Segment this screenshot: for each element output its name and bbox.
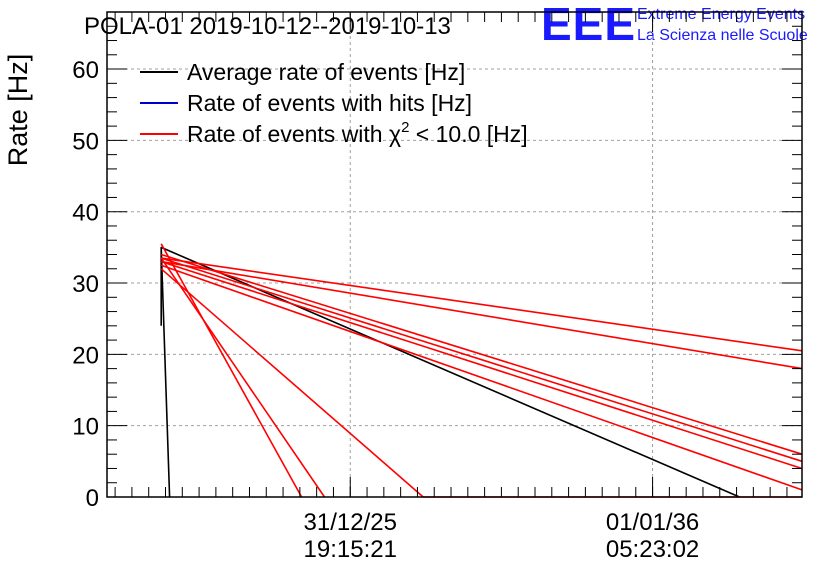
series-chi2-line-3: [160, 257, 803, 463]
y-tick-label: 40: [72, 200, 99, 227]
y-axis: 0 10 20 30 40 50 60: [72, 11, 802, 512]
legend-chi2-post: < 10.0 [Hz]: [409, 121, 527, 147]
series-chi2-line-8: [160, 268, 424, 498]
legend-label-hits: Rate of events with hits [Hz]: [187, 90, 472, 116]
y-tick-label: 0: [86, 485, 99, 512]
series-chi2-line-6: [160, 243, 303, 498]
logo-line-2: La Scienza nelle Scuole: [637, 27, 808, 44]
legend-label-average: Average rate of events [Hz]: [187, 59, 465, 85]
y-tick-label: 20: [72, 342, 99, 369]
y-tick-label: 60: [72, 57, 99, 84]
logo-eee-letters: EEE: [541, 0, 636, 50]
legend: Average rate of events [Hz] Rate of even…: [140, 59, 528, 147]
series-chi2-line-2: [160, 253, 803, 455]
x-tick-label-time: 05:23:02: [606, 536, 699, 563]
eee-logo: EEE Extreme Energy Events La Scienza nel…: [541, 0, 808, 50]
x-tick-label-date: 31/12/25: [304, 509, 397, 536]
series-chi2-line-7: [160, 257, 326, 498]
x-tick-label-date: 01/01/36: [606, 509, 699, 536]
y-tick-label: 30: [72, 271, 99, 298]
legend-label-chi2: Rate of events with χ2 < 10.0 [Hz]: [187, 119, 528, 147]
y-tick-label: 50: [72, 128, 99, 155]
data-series: [160, 243, 803, 498]
legend-chi2-pre: Rate of events with χ: [187, 121, 401, 147]
series-chi2-line-5: [160, 264, 803, 491]
x-tick-label-time: 19:15:21: [304, 536, 397, 563]
series-chi2-line-4: [160, 260, 803, 470]
series-chi2-line-1: [161, 260, 803, 370]
series-average-line-0: [160, 246, 171, 498]
y-tick-label: 10: [72, 414, 99, 441]
legend-chi2-sup: 2: [401, 119, 409, 136]
chart-title: POLA-01 2019-10-12--2019-10-13: [84, 13, 451, 40]
y-axis-title: Rate [Hz]: [3, 54, 33, 167]
series-chi2-line-0: [161, 257, 803, 352]
logo-line-1: Extreme Energy Events: [637, 6, 805, 23]
